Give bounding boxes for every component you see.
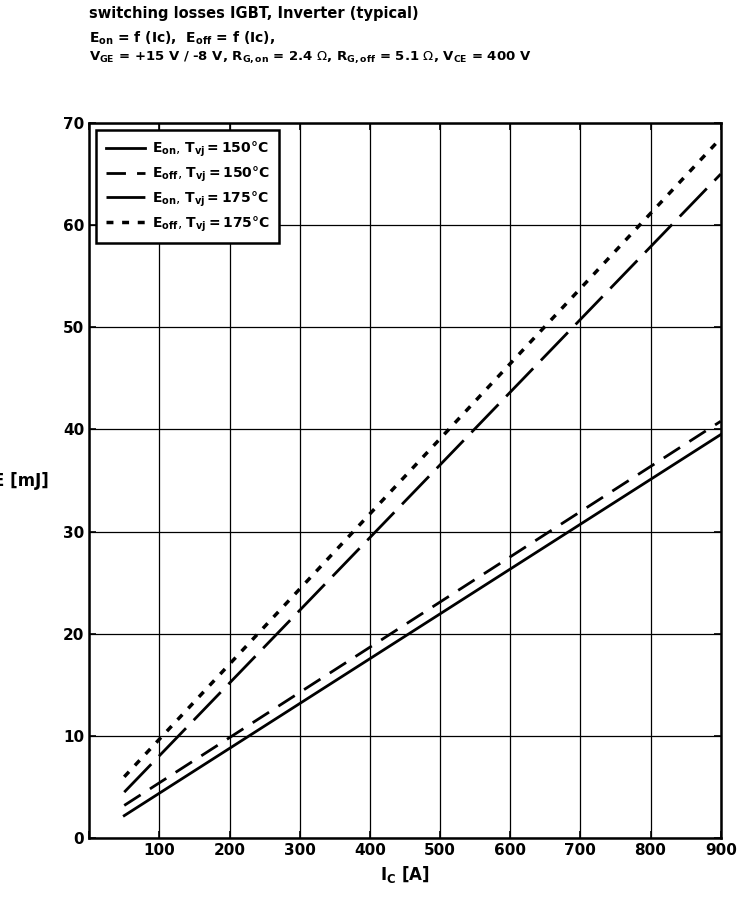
Text: switching losses IGBT, Inverter (typical): switching losses IGBT, Inverter (typical… xyxy=(89,6,419,21)
Legend: $\mathbf{E_{on}}$, $\mathbf{T_{vj} = 150°C}$, $\mathbf{E_{off}}$, $\mathbf{T_{vj: $\mathbf{E_{on}}$, $\mathbf{T_{vj} = 150… xyxy=(96,130,279,243)
X-axis label: $\mathbf{I_C}$ [A]: $\mathbf{I_C}$ [A] xyxy=(380,864,429,885)
Text: $\mathbf{E_{on}}$ = f (Ic),  $\mathbf{E_{off}}$ = f (Ic),: $\mathbf{E_{on}}$ = f (Ic), $\mathbf{E_{… xyxy=(89,29,275,46)
Y-axis label: E [mJ]: E [mJ] xyxy=(0,472,49,489)
Text: $\mathbf{V_{GE}}$ = +15 V / -8 V, $\mathbf{R_{G,on}}$ = 2.4 $\Omega$, $\mathbf{R: $\mathbf{V_{GE}}$ = +15 V / -8 V, $\math… xyxy=(89,49,531,65)
